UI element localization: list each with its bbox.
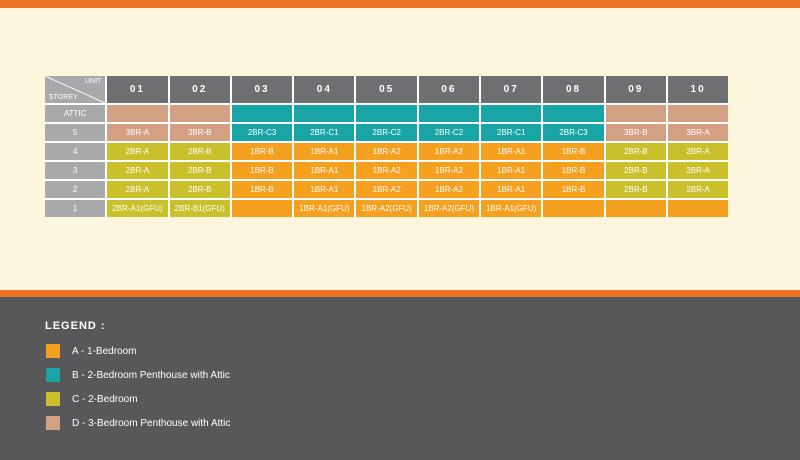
column-header: 01 bbox=[107, 76, 168, 103]
unit-cell: 2BR-A bbox=[107, 181, 168, 198]
storey-label: 4 bbox=[45, 143, 106, 160]
unit-cell: 1BR-B bbox=[231, 181, 293, 198]
unit-cell: 1BR-A1 bbox=[294, 181, 355, 198]
legend-label: A - 1-Bedroom bbox=[72, 345, 137, 357]
unit-cell: 1BR-A1(GFU) bbox=[481, 200, 542, 217]
unit-cell: 1BR-A1 bbox=[481, 143, 542, 160]
unit-cell: 1BR-A2 bbox=[356, 143, 417, 160]
unit-cell: 2BR-A bbox=[107, 143, 168, 160]
column-header: 05 bbox=[356, 76, 417, 103]
unit-cell: 2BR-B bbox=[605, 143, 666, 160]
unit-cell: 2BR-C2 bbox=[356, 124, 417, 141]
unit-cell: 1BR-A2 bbox=[356, 162, 417, 179]
unit-cell: 2BR-A bbox=[667, 143, 729, 160]
unit-cell: 1BR-A2 bbox=[418, 143, 480, 160]
unit-cell bbox=[231, 105, 293, 122]
unit-cell: 3BR-B bbox=[605, 124, 666, 141]
unit-cell bbox=[543, 200, 604, 217]
unit-cell: 1BR-A2(GFU) bbox=[356, 200, 417, 217]
column-header: 09 bbox=[605, 76, 666, 103]
column-header: 08 bbox=[543, 76, 604, 103]
unit-cell: 1BR-A2 bbox=[356, 181, 417, 198]
legend-label: B - 2-Bedroom Penthouse with Attic bbox=[72, 369, 230, 381]
storey-label: 5 bbox=[45, 124, 106, 141]
unit-cell bbox=[667, 105, 729, 122]
unit-cell: 1BR-B bbox=[231, 162, 293, 179]
legend-label: D - 3-Bedroom Penthouse with Attic bbox=[72, 417, 231, 429]
legend-swatch bbox=[46, 392, 60, 406]
unit-cell: 3BR-A bbox=[107, 124, 168, 141]
unit-cell: 1BR-A1 bbox=[294, 143, 355, 160]
unit-cell: 2BR-A bbox=[107, 162, 168, 179]
legend-title: LEGEND : bbox=[45, 320, 106, 332]
legend-swatch bbox=[46, 368, 60, 382]
unit-cell: 2BR-C1 bbox=[294, 124, 355, 141]
column-header: 03 bbox=[231, 76, 293, 103]
unit-table: UNIT STOREY 01 02 03 04 05 06 07 08 09 10 ATTIC 5 3B… bbox=[45, 76, 729, 217]
unit-cell: 1BR-A1 bbox=[294, 162, 355, 179]
storey-label: ATTIC bbox=[45, 105, 106, 122]
unit-cell bbox=[481, 105, 542, 122]
unit-cell: 2BR-B bbox=[605, 162, 666, 179]
unit-cell: 2BR-B bbox=[169, 181, 230, 198]
unit-cell bbox=[231, 200, 293, 217]
column-header: 02 bbox=[169, 76, 230, 103]
unit-cell bbox=[418, 105, 480, 122]
unit-cell bbox=[543, 105, 604, 122]
unit-cell bbox=[605, 200, 666, 217]
unit-cell: 2BR-C1 bbox=[481, 124, 542, 141]
unit-cell: 1BR-A2 bbox=[418, 162, 480, 179]
unit-cell: 1BR-B bbox=[231, 143, 293, 160]
unit-cell: 1BR-B bbox=[543, 143, 604, 160]
unit-cell: 2BR-B bbox=[169, 162, 230, 179]
legend-item: A - 1-Bedroom bbox=[46, 344, 136, 358]
legend-item: C - 2-Bedroom bbox=[46, 392, 138, 406]
unit-cell bbox=[356, 105, 417, 122]
unit-cell: 1BR-B bbox=[543, 181, 604, 198]
unit-cell: 2BR-C3 bbox=[231, 124, 293, 141]
top-bar bbox=[0, 0, 800, 8]
unit-cell bbox=[294, 105, 355, 122]
legend-swatch bbox=[46, 416, 60, 430]
unit-cell: 2BR-C2 bbox=[418, 124, 480, 141]
unit-cell bbox=[169, 105, 230, 122]
unit-cell: 1BR-B bbox=[543, 162, 604, 179]
unit-cell: 1BR-A1 bbox=[481, 181, 542, 198]
corner-bottom: STOREY bbox=[49, 94, 78, 101]
unit-cell: 2BR-A1(GFU) bbox=[107, 200, 168, 217]
unit-cell: 2BR-A bbox=[667, 181, 729, 198]
storey-label: 3 bbox=[45, 162, 106, 179]
column-header: 07 bbox=[481, 76, 542, 103]
unit-cell: 2BR-B bbox=[605, 181, 666, 198]
unit-cell: 1BR-A1(GFU) bbox=[294, 200, 355, 217]
unit-cell: 2BR-A bbox=[667, 162, 729, 179]
unit-cell bbox=[107, 105, 168, 122]
storey-label: 1 bbox=[45, 200, 106, 217]
legend-swatch bbox=[46, 344, 60, 358]
unit-cell: 3BR-A bbox=[667, 124, 729, 141]
column-header: 04 bbox=[294, 76, 355, 103]
corner-top: UNIT bbox=[84, 78, 102, 85]
unit-cell: 1BR-A2 bbox=[418, 181, 480, 198]
legend-panel bbox=[0, 290, 800, 460]
unit-cell: 3BR-B bbox=[169, 124, 230, 141]
unit-cell bbox=[667, 200, 729, 217]
unit-cell: 1BR-A2(GFU) bbox=[418, 200, 480, 217]
legend-label: C - 2-Bedroom bbox=[72, 393, 138, 405]
legend-item: D - 3-Bedroom Penthouse with Attic bbox=[46, 416, 230, 430]
unit-cell: 2BR-B bbox=[169, 143, 230, 160]
column-header: 06 bbox=[418, 76, 480, 103]
unit-cell: 1BR-A1 bbox=[481, 162, 542, 179]
unit-cell: 2BR-C3 bbox=[543, 124, 604, 141]
storey-label: 2 bbox=[45, 181, 106, 198]
diagonal bbox=[45, 76, 105, 103]
unit-cell: 2BR-B1(GFU) bbox=[169, 200, 230, 217]
corner-cell: UNIT STOREY bbox=[45, 76, 106, 103]
legend-item: B - 2-Bedroom Penthouse with Attic bbox=[46, 368, 230, 382]
column-header: 10 bbox=[667, 76, 729, 103]
unit-cell bbox=[605, 105, 666, 122]
